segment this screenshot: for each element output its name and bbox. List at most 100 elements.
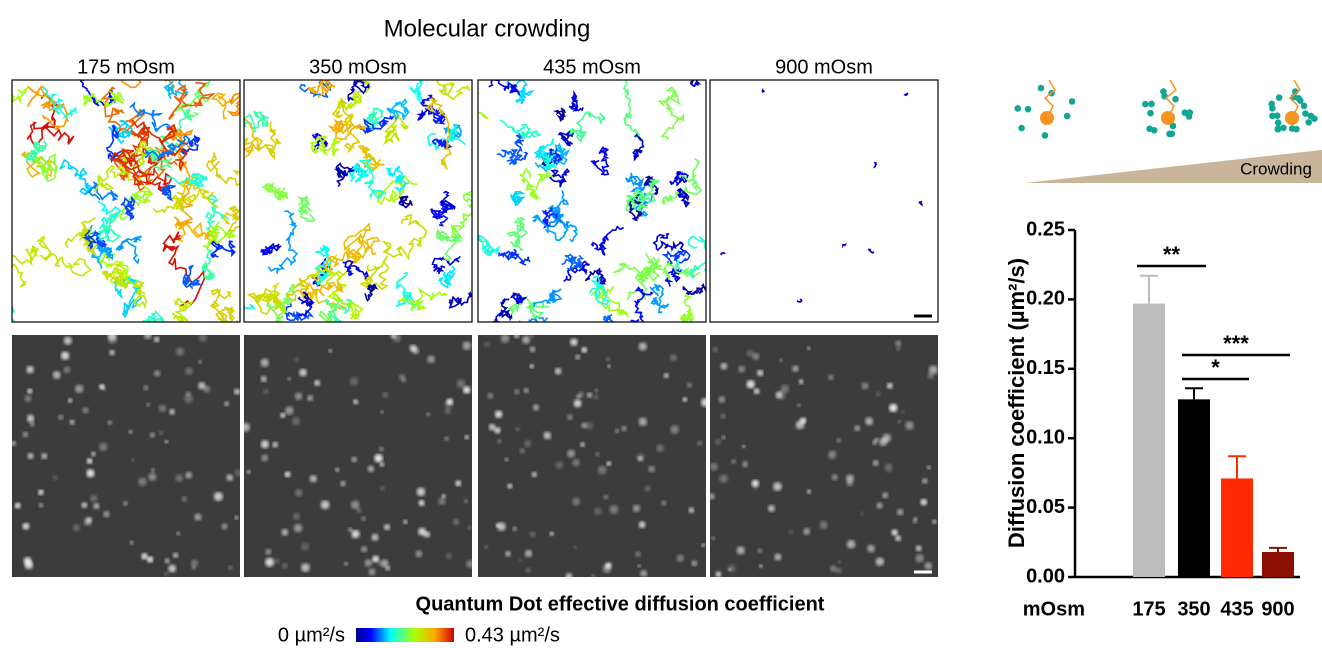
particle [891,529,898,536]
crowder [1307,112,1315,120]
particle [72,524,80,532]
particle [736,546,745,555]
trajectory [496,148,519,166]
tracer-path [1288,79,1301,119]
trajectory [166,171,208,187]
particle [912,518,918,524]
trajectory [120,195,136,222]
particle [644,485,651,492]
y-tick-label: 0.10 [1026,426,1065,448]
particle [507,483,513,489]
particle [138,477,147,487]
particle [456,379,466,389]
trajectory [101,262,130,289]
schematic-label: Crowding [1240,159,1312,178]
microscopy-image [12,335,240,577]
trajectory [431,138,453,150]
particle [379,462,385,467]
particle [874,437,879,442]
x-tick-label: 435 [1220,598,1253,620]
particle [580,442,585,447]
trajectory [630,286,654,322]
trajectory [431,255,461,275]
particle [603,494,609,500]
trajectory [112,148,146,192]
particle [876,502,883,509]
particle [806,489,811,494]
trajectory [222,205,240,232]
crowding-wedge [1025,150,1322,183]
image-background [478,335,706,577]
particle [525,567,531,573]
particle [712,347,718,353]
particle [455,480,462,487]
particle [555,461,564,469]
crowder [1146,125,1153,133]
particle [41,453,48,460]
particle [284,471,291,478]
crowder [1274,126,1282,133]
particle [746,349,754,357]
trajectory [661,157,703,205]
trajectory [119,80,176,93]
particle [284,406,294,415]
trajectory [210,92,240,120]
particle [572,458,580,467]
particle [792,365,799,372]
particle [638,342,647,351]
microscopy-image [244,335,472,577]
trajectory [286,280,344,302]
particle [416,487,426,497]
particle [927,372,934,379]
x-tick-label: 900 [1261,598,1294,620]
trajectory [589,275,611,306]
particle [301,542,310,551]
particle [721,435,726,440]
trajectory [492,309,504,322]
trajectory [205,194,229,239]
trajectory [549,168,571,188]
particle [446,398,454,406]
particle [896,346,901,351]
particle [194,513,202,521]
particle [581,347,588,353]
trajectory [507,297,550,319]
particle [710,462,718,471]
trajectory [327,118,367,141]
trajectory [309,135,342,157]
particle [93,503,100,509]
trajectory [349,162,370,183]
crowder [1148,100,1155,108]
particle [889,403,898,413]
particle [281,529,289,536]
trajectory [77,216,99,257]
particle [234,515,239,520]
particle [872,460,879,467]
colorbar [356,628,454,642]
particle [780,384,790,394]
particle [203,385,211,393]
trajectory [676,187,691,208]
particle [131,458,135,462]
trajectory [144,134,191,159]
particle [234,469,240,477]
trajectory [541,207,559,229]
crowder [1142,100,1149,108]
particle [798,379,804,385]
particle [198,382,206,390]
particle [742,444,746,448]
trajectory [42,86,77,119]
particle [265,557,275,567]
particle [882,492,889,499]
particle [532,404,539,411]
trajectory [163,80,189,100]
crowder [1300,102,1308,110]
particle [294,357,299,362]
crowder [1147,109,1154,117]
particle [233,388,240,395]
bar [1221,478,1253,577]
particle [905,421,914,430]
particle [595,452,600,457]
particle [351,500,360,510]
